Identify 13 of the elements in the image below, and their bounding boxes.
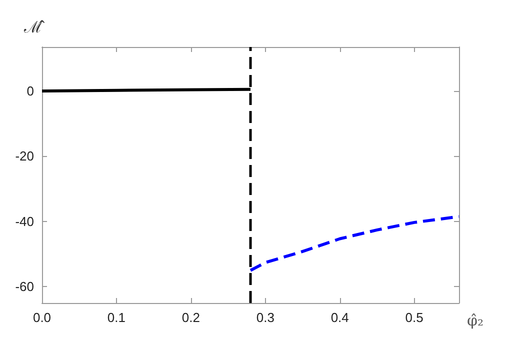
y-tick-label: -60 (15, 279, 34, 294)
y-tick-label: -20 (15, 148, 34, 164)
x-tick-label: 0.1 (107, 310, 126, 325)
x-tick-label: 0.3 (256, 310, 274, 325)
y-axis-title: ℳ̂ (23, 18, 45, 36)
x-tick-label: 0.0 (32, 310, 52, 325)
line-series (249, 215, 460, 272)
x-tick-label: 0.2 (182, 310, 200, 325)
y-tick-label: 0 (26, 84, 34, 99)
x-axis-title: φ̂₂ (467, 312, 484, 330)
x-tick-label: 0.4 (330, 310, 349, 325)
x-tick-label: 0.5 (405, 310, 424, 325)
y-tick-label: -40 (15, 214, 34, 229)
